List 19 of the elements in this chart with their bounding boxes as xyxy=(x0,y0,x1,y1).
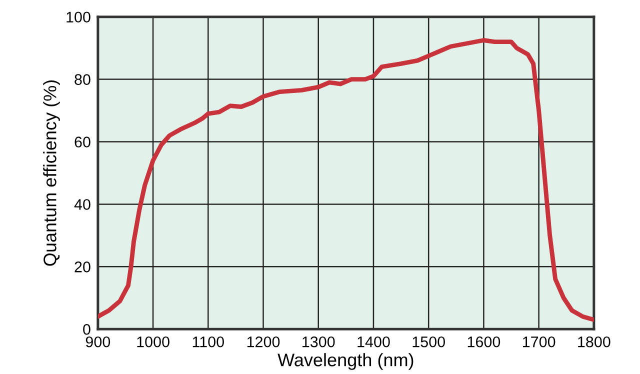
x-tick-label: 1300 xyxy=(302,336,335,348)
x-tick-label: 1400 xyxy=(358,336,390,348)
line-series xyxy=(98,38,594,322)
y-tick-label: 40 xyxy=(74,199,90,210)
x-tick-label: 1600 xyxy=(468,336,500,348)
x-tick-label: 1800 xyxy=(578,336,610,348)
x-axis-title: Wavelength (nm) xyxy=(278,353,414,370)
y-tick-label: 80 xyxy=(74,74,90,85)
y-tick-label: 60 xyxy=(74,136,90,148)
y-tick-label: 0 xyxy=(83,324,90,335)
x-tick-label: 1200 xyxy=(247,336,280,348)
y-axis-title: Quantum efficiency (%) xyxy=(43,80,60,266)
x-tick-label: 1700 xyxy=(522,336,556,348)
x-tick-label: 900 xyxy=(86,336,110,348)
x-tick-label: 1500 xyxy=(412,336,445,348)
x-tick-label: 1000 xyxy=(137,336,170,348)
x-tick-label: 1100 xyxy=(192,336,224,348)
y-tick-label: 100 xyxy=(66,12,90,23)
y-tick-label: 20 xyxy=(74,262,90,272)
